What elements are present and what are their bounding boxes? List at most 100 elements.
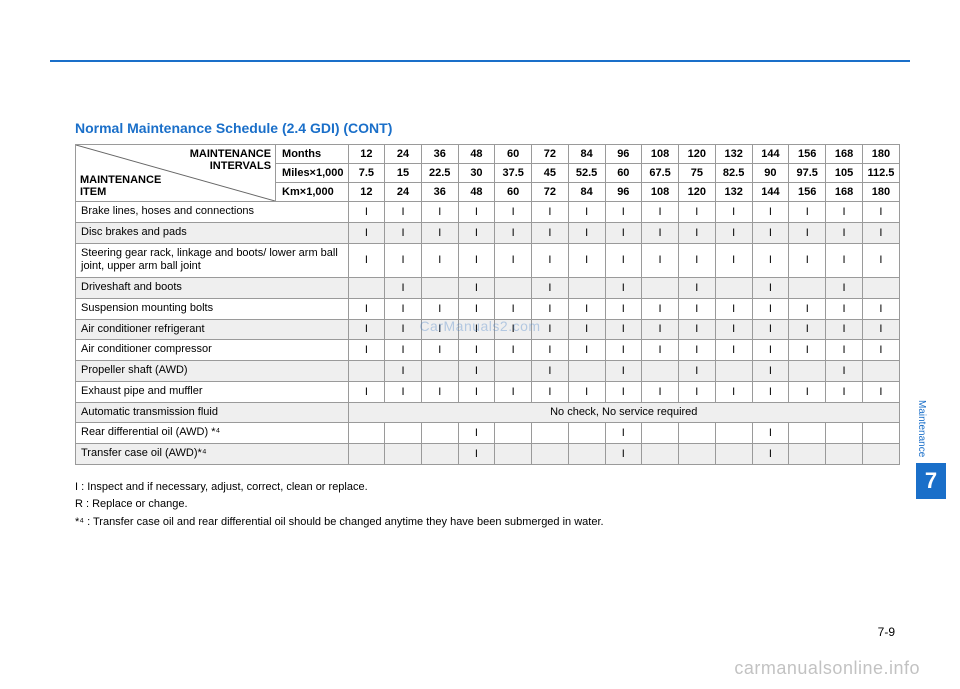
table-row: Driveshaft and bootsIIIIIII [76, 278, 900, 299]
item-label-cell: Steering gear rack, linkage and boots/ l… [76, 243, 349, 278]
data-cell [421, 278, 458, 299]
data-cell: I [826, 278, 863, 299]
data-cell [642, 361, 679, 382]
header-item-label: MAINTENANCEITEM [80, 174, 161, 198]
interval-header-cell: 132 [715, 183, 752, 202]
interval-header-cell: 60 [495, 145, 532, 164]
data-cell: I [642, 381, 679, 402]
interval-header-cell: 144 [752, 145, 789, 164]
data-cell: I [458, 278, 495, 299]
data-cell: I [532, 243, 569, 278]
data-cell: I [862, 202, 899, 223]
data-cell [568, 423, 605, 444]
data-cell: I [348, 381, 385, 402]
table-row: Air conditioner refrigerantIIIIIIIIIIIII… [76, 319, 900, 340]
data-cell: I [495, 340, 532, 361]
data-cell: I [678, 202, 715, 223]
data-cell [862, 278, 899, 299]
data-cell [789, 361, 826, 382]
data-cell: I [752, 444, 789, 465]
legend-line: *⁴ : Transfer case oil and rear differen… [75, 514, 900, 532]
data-cell: I [532, 381, 569, 402]
table-row: Transfer case oil (AWD)*⁴III [76, 444, 900, 465]
data-cell: I [862, 340, 899, 361]
data-cell: I [862, 222, 899, 243]
data-cell: I [385, 222, 422, 243]
table-header: MAINTENANCEINTERVALS MAINTENANCEITEM Mon… [76, 145, 900, 202]
data-cell: I [678, 298, 715, 319]
data-cell: I [789, 202, 826, 223]
data-cell [715, 278, 752, 299]
data-cell [642, 278, 679, 299]
data-cell: I [385, 202, 422, 223]
data-cell [495, 423, 532, 444]
table-row: Automatic transmission fluidNo check, No… [76, 402, 900, 423]
data-cell: I [532, 202, 569, 223]
data-cell: I [532, 278, 569, 299]
data-cell: I [826, 361, 863, 382]
data-cell: I [532, 319, 569, 340]
table-row: Suspension mounting boltsIIIIIIIIIIIIIII [76, 298, 900, 319]
data-cell: I [789, 340, 826, 361]
table-row: Disc brakes and padsIIIIIIIIIIIIIII [76, 222, 900, 243]
data-cell: I [752, 361, 789, 382]
data-cell: I [495, 319, 532, 340]
data-cell: I [568, 202, 605, 223]
data-cell: I [348, 340, 385, 361]
data-cell: I [605, 243, 642, 278]
data-cell: I [458, 298, 495, 319]
data-cell: I [605, 423, 642, 444]
data-cell [789, 278, 826, 299]
data-cell: I [348, 202, 385, 223]
legend-block: I : Inspect and if necessary, adjust, co… [75, 479, 900, 532]
interval-header-cell: 36 [421, 183, 458, 202]
interval-header-cell: 108 [642, 145, 679, 164]
header-intervals-label: MAINTENANCEINTERVALS [190, 148, 271, 172]
data-cell: I [385, 243, 422, 278]
data-cell [495, 278, 532, 299]
data-cell [495, 361, 532, 382]
data-cell [348, 361, 385, 382]
data-cell: I [495, 243, 532, 278]
data-cell: I [605, 381, 642, 402]
data-cell: I [752, 222, 789, 243]
item-label-cell: Exhaust pipe and muffler [76, 381, 349, 402]
data-cell: I [678, 278, 715, 299]
data-cell [348, 444, 385, 465]
interval-header-cell: 132 [715, 145, 752, 164]
interval-header-cell: 45 [532, 164, 569, 183]
data-cell [826, 423, 863, 444]
data-cell [678, 444, 715, 465]
side-chapter-label: Maintenance [916, 400, 927, 457]
table-row: Brake lines, hoses and connectionsIIIIII… [76, 202, 900, 223]
data-cell: I [642, 202, 679, 223]
item-label-cell: Transfer case oil (AWD)*⁴ [76, 444, 349, 465]
top-divider [50, 60, 910, 62]
data-cell: I [348, 243, 385, 278]
interval-header-cell: 156 [789, 145, 826, 164]
interval-header-cell: 105 [826, 164, 863, 183]
interval-header-cell: 72 [532, 183, 569, 202]
data-cell: I [385, 381, 422, 402]
data-cell: I [752, 423, 789, 444]
data-cell: I [789, 381, 826, 402]
data-cell: I [458, 222, 495, 243]
data-cell: I [458, 243, 495, 278]
data-cell: I [458, 202, 495, 223]
interval-header-cell: 168 [826, 183, 863, 202]
data-cell [385, 444, 422, 465]
data-cell: I [642, 319, 679, 340]
data-cell: I [568, 222, 605, 243]
header-diagonal-cell: MAINTENANCEINTERVALS MAINTENANCEITEM [76, 145, 276, 202]
interval-header-cell: 120 [678, 183, 715, 202]
interval-header-cell: 96 [605, 183, 642, 202]
data-cell: I [715, 222, 752, 243]
interval-header-cell: 72 [532, 145, 569, 164]
data-cell: I [789, 319, 826, 340]
data-cell: I [715, 381, 752, 402]
data-cell [495, 444, 532, 465]
data-cell: I [789, 222, 826, 243]
data-cell: I [826, 243, 863, 278]
legend-line: R : Replace or change. [75, 496, 900, 514]
data-cell: I [715, 319, 752, 340]
